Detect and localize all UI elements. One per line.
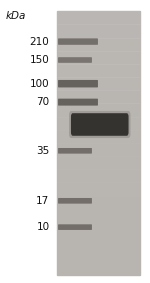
FancyBboxPatch shape: [69, 111, 130, 138]
Text: 100: 100: [30, 79, 50, 89]
FancyBboxPatch shape: [58, 148, 92, 154]
Bar: [57, 169, 140, 183]
Bar: [57, 261, 140, 275]
Bar: [57, 248, 140, 261]
Bar: [57, 103, 140, 117]
Bar: [57, 117, 140, 130]
Bar: [57, 64, 140, 77]
Bar: [57, 25, 140, 38]
Bar: [57, 196, 140, 209]
Text: 70: 70: [36, 97, 50, 107]
FancyBboxPatch shape: [58, 224, 92, 230]
FancyBboxPatch shape: [58, 99, 98, 106]
Bar: [57, 143, 140, 156]
Bar: [57, 51, 140, 64]
FancyBboxPatch shape: [58, 80, 98, 87]
Bar: [57, 183, 140, 196]
Bar: [57, 90, 140, 103]
Bar: [57, 209, 140, 222]
FancyBboxPatch shape: [58, 198, 92, 204]
Bar: [57, 38, 140, 51]
Text: 150: 150: [30, 55, 50, 65]
Bar: [57, 130, 140, 143]
Text: kDa: kDa: [6, 11, 26, 21]
Bar: [57, 222, 140, 235]
Bar: [57, 11, 140, 25]
Bar: [57, 77, 140, 90]
Bar: [57, 11, 140, 275]
FancyBboxPatch shape: [58, 57, 92, 63]
Text: 210: 210: [30, 37, 50, 47]
FancyBboxPatch shape: [58, 38, 98, 45]
Text: 35: 35: [36, 146, 50, 156]
Text: 17: 17: [36, 196, 50, 206]
Text: 10: 10: [36, 222, 50, 232]
Bar: [57, 235, 140, 248]
FancyBboxPatch shape: [71, 113, 129, 136]
Bar: [57, 156, 140, 169]
